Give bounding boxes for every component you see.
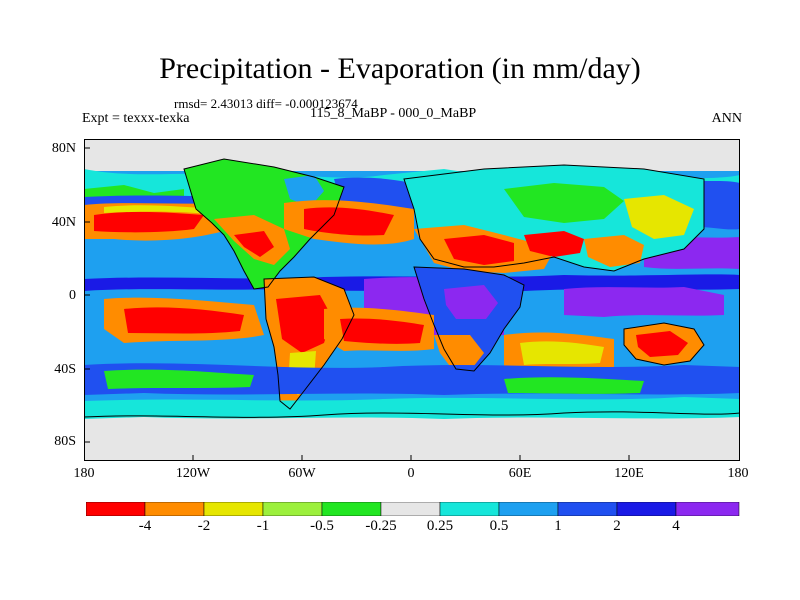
colorbar-box-1 — [86, 502, 146, 516]
lon-label-60e: 60E — [508, 466, 532, 481]
africa-coastline — [413, 266, 525, 372]
antarctica-coastline — [84, 411, 740, 418]
colorbar-label-10: 4 — [672, 518, 680, 534]
season-label: ANN — [711, 111, 742, 126]
lon-label-0: 0 — [407, 466, 415, 481]
lon-label-120w: 120W — [175, 466, 211, 481]
indian-ocean-dry-core — [520, 341, 604, 365]
south-pacific-dry-core — [124, 307, 244, 334]
case-label: 115_8_MaBP - 000_0_MaBP — [310, 106, 477, 121]
colorbar-label-4: -0.5 — [310, 518, 334, 534]
colorbar-box-8 — [498, 502, 559, 516]
colorbar-label-6: 0.25 — [426, 518, 454, 534]
southern-africa-dry — [434, 335, 484, 371]
north-pacific-dry-core — [94, 211, 204, 233]
pe-map — [84, 139, 740, 461]
siberia-green — [504, 183, 624, 223]
colorbar-label-8: 1 — [554, 518, 562, 534]
lon-label-120e: 120E — [614, 466, 644, 481]
colorbar-label-9: 2 — [613, 518, 621, 534]
australia-dry-core — [636, 331, 688, 357]
colorbar — [86, 502, 740, 516]
antarctic-cyan-band — [84, 397, 740, 419]
mexico-dry-core — [234, 231, 274, 257]
sahara-dry-core — [444, 235, 514, 265]
south-atlantic-dry-core — [340, 318, 424, 344]
lat-label-40n: 40N — [51, 215, 76, 230]
lat-label-40s: 40S — [54, 362, 76, 377]
lat-label-80n: 80N — [51, 141, 76, 156]
lon-label-180e: 180 — [727, 466, 749, 481]
middle-east-dry — [524, 231, 584, 257]
colorbar-box-6 — [380, 502, 441, 516]
antarctica — [84, 411, 740, 461]
lon-label-60w: 60W — [288, 466, 316, 481]
central-asia-dry — [584, 235, 644, 267]
north-atlantic-dry-core — [304, 207, 394, 236]
southern-indian-green-patch — [504, 377, 644, 394]
colorbar-label-7: 0.5 — [489, 518, 509, 534]
southern-ocean-green-patch — [104, 369, 254, 389]
colorbar-box-7 — [439, 502, 500, 516]
experiment-label: Expt = texxx-texka — [82, 111, 190, 126]
south-america-coastline — [263, 276, 355, 410]
colorbar-label-5: -0.25 — [365, 518, 397, 534]
statistics-text: rmsd= 2.43013 diff= -0.000123674 — [174, 96, 358, 111]
colorbar-label-1: -4 — [138, 518, 152, 534]
colorbar-box-4 — [262, 502, 323, 516]
indonesia-wet-region — [564, 287, 724, 317]
colorbar-label-2: -2 — [197, 518, 211, 534]
central-africa-wet — [444, 285, 498, 319]
colorbar-box-3 — [203, 502, 264, 516]
colorbar-box-10 — [616, 502, 677, 516]
canada-blue — [284, 175, 324, 207]
colorbar-box-2 — [144, 502, 205, 516]
eurasia-coastline — [403, 164, 705, 272]
south-america-dry-core — [276, 295, 332, 353]
lat-label-equator: 0 — [69, 288, 76, 303]
colorbar-label-3: -1 — [256, 518, 270, 534]
north-pacific-yellow-fringe — [104, 205, 216, 215]
lat-label-80s: 80S — [54, 434, 76, 449]
australia-coastline — [623, 322, 705, 366]
arctic-region — [84, 139, 740, 171]
map-frame — [84, 139, 740, 461]
lon-label-180w: 180 — [73, 466, 95, 481]
map-title: Precipitation - Evaporation (in mm/day) — [159, 52, 641, 85]
colorbar-box-11 — [675, 502, 740, 516]
east-asia-yellow — [624, 195, 694, 239]
colorbar-box-5 — [321, 502, 382, 516]
colorbar-box-9 — [557, 502, 618, 516]
north-america-coastline — [183, 158, 345, 290]
